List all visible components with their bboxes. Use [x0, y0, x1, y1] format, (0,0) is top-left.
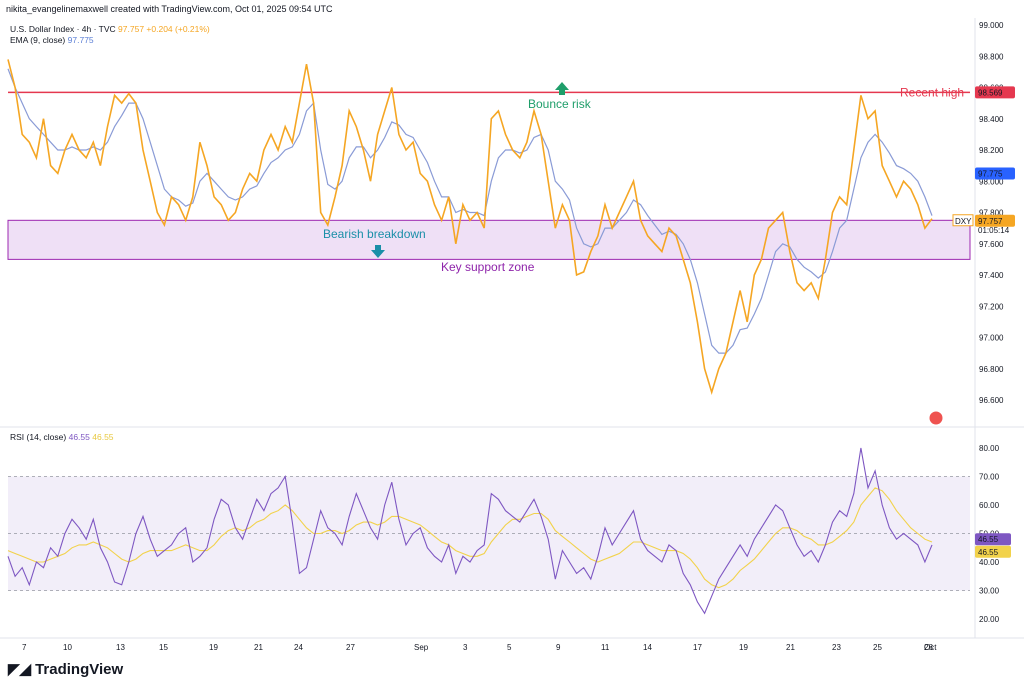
- time-axis-tick: 13: [116, 643, 125, 652]
- symbol-tag-bg: [952, 214, 974, 227]
- time-axis-tick: 15: [159, 643, 168, 652]
- symbol-tag: DXY: [955, 217, 972, 226]
- rsi-value: 46.55: [68, 432, 90, 442]
- bounce-up-arrow-icon: [555, 82, 569, 95]
- tradingview-brand: TradingView: [35, 661, 124, 678]
- time-axis-tick: 10: [63, 643, 72, 652]
- price-axis-tick: 97.600: [979, 240, 1004, 249]
- time-axis-tick: 28: [924, 643, 933, 652]
- rsi-axis-tick: 60.00: [979, 501, 1000, 510]
- resistance-price-tag: 98.569: [978, 88, 1003, 97]
- ema-price-tag-bg: [975, 167, 1015, 180]
- time-axis-tick: 21: [254, 643, 263, 652]
- last-price-tag: 97.757: [978, 217, 1003, 226]
- ema-value: 97.775: [67, 35, 94, 45]
- ema-label: EMA (9, close): [10, 35, 66, 45]
- rsi-axis-tick: 20.00: [979, 615, 1000, 624]
- rsi-tag: 46.55: [978, 535, 999, 544]
- price-axis-tick: 97.000: [979, 334, 1004, 343]
- time-axis-tick: 25: [873, 643, 882, 652]
- last-price-tag-bg: [975, 214, 1015, 227]
- price-axis-tick: 98.400: [979, 115, 1004, 124]
- support-zone-label: Key support zone: [441, 260, 535, 274]
- price-axis-tick: 96.800: [979, 365, 1004, 374]
- time-axis-tick: 23: [832, 643, 841, 652]
- rsi-label: RSI (14, close): [10, 432, 67, 442]
- bounce-risk-label: Bounce risk: [528, 97, 592, 111]
- rsi-ma-tag: 46.55: [978, 548, 999, 557]
- support-zone: [7, 219, 971, 260]
- price-change: +0.204 (+0.21%): [146, 24, 210, 34]
- time-axis-tick: 14: [643, 643, 652, 652]
- price-line: [7, 59, 933, 395]
- price-axis-tick: 97.400: [979, 271, 1004, 280]
- rsi-ma-tag-bg: [975, 545, 1011, 558]
- chart-credit: nikita_evangelinemaxwell created with Tr…: [6, 4, 333, 14]
- last-price: 97.757: [118, 24, 145, 34]
- time-axis-tick: Oct: [924, 643, 937, 652]
- breakdown-down-arrow-icon: [371, 245, 385, 258]
- tradingview-logo-icon: ◤◢: [8, 661, 32, 678]
- time-axis-tick: 19: [739, 643, 748, 652]
- us-flag-icon: [928, 410, 944, 426]
- bearish-breakdown-label: Bearish breakdown: [323, 227, 426, 241]
- time-axis-tick: 11: [601, 643, 610, 652]
- rsi-tag-bg: [975, 533, 1011, 546]
- rsi-axis-tick: 70.00: [979, 473, 1000, 482]
- rsi-axis-tick: 80.00: [979, 444, 1000, 453]
- price-axis-tick: 97.800: [979, 209, 1004, 218]
- resistance-price-tag-bg: [975, 86, 1015, 99]
- time-axis-tick: 24: [294, 643, 303, 652]
- ema-legend: EMA (9, close) 97.775: [10, 35, 94, 45]
- rsi-legend: RSI (14, close) 46.55 46.55: [10, 432, 114, 442]
- time-axis-tick: 3: [463, 643, 468, 652]
- price-axis-tick: 98.200: [979, 146, 1004, 155]
- time-axis-tick: 7: [22, 643, 27, 652]
- ema-price-tag: 97.775: [978, 169, 1003, 178]
- rsi-ma-value: 46.55: [92, 432, 114, 442]
- rsi-axis-tick: 40.00: [979, 558, 1000, 567]
- time-axis-tick: 21: [786, 643, 795, 652]
- time-axis-tick: 19: [209, 643, 218, 652]
- recent-high-label: Recent high: [900, 85, 964, 99]
- price-axis-tick: 97.200: [979, 302, 1004, 311]
- tradingview-logo: ◤◢ TradingView: [8, 660, 123, 678]
- ema-line: [7, 68, 933, 354]
- time-axis-tick: 9: [556, 643, 561, 652]
- time-axis-tick: Sep: [414, 643, 429, 652]
- price-axis-tick: 98.800: [979, 52, 1004, 61]
- time-axis-tick: 27: [346, 643, 355, 652]
- price-axis-tick: 98.000: [979, 177, 1004, 186]
- price-axis-tick: 99.000: [979, 21, 1004, 30]
- countdown-tag: 01:05:14: [978, 226, 1010, 235]
- symbol-line: U.S. Dollar Index · 4h · TVC: [10, 24, 116, 34]
- rsi-line: [7, 447, 933, 615]
- price-axis-tick: 96.600: [979, 396, 1004, 405]
- rsi-ma-line: [7, 487, 933, 589]
- time-axis-tick: 17: [693, 643, 702, 652]
- rsi-axis-tick: 30.00: [979, 587, 1000, 596]
- time-axis-tick: 5: [507, 643, 512, 652]
- price-legend: U.S. Dollar Index · 4h · TVC 97.757 +0.2…: [10, 24, 210, 34]
